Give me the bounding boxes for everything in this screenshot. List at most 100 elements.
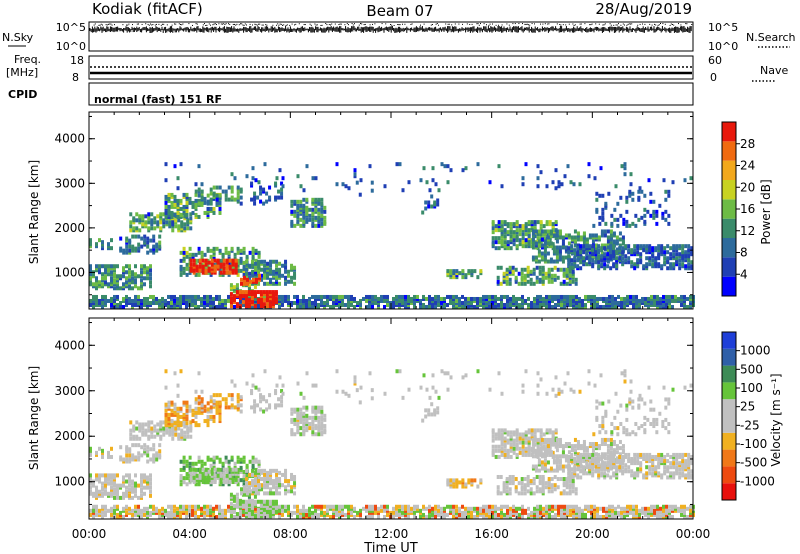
power-cell xyxy=(134,300,137,305)
velocity-cell xyxy=(520,485,524,490)
velocity-cell xyxy=(601,419,605,424)
velocity-cell xyxy=(128,510,131,515)
power-cell xyxy=(311,201,315,206)
power-cell xyxy=(434,296,437,301)
velocity-cell xyxy=(247,496,251,501)
power-cell xyxy=(281,294,284,299)
velocity-cell xyxy=(524,448,528,453)
velocity-cell xyxy=(540,454,544,459)
velocity-cell xyxy=(564,444,568,449)
power-cell xyxy=(197,201,201,206)
power-cell xyxy=(198,266,202,271)
power-cell xyxy=(491,220,495,225)
power-cell xyxy=(308,298,311,303)
power-cell xyxy=(209,294,212,299)
power-cell xyxy=(578,182,582,187)
power-cell xyxy=(335,298,338,303)
power-cell xyxy=(690,246,694,251)
power-cell xyxy=(526,269,530,274)
velocity-cell xyxy=(521,434,525,439)
velocity-cell xyxy=(263,468,267,473)
power-cell xyxy=(296,207,300,212)
velocity-cell xyxy=(558,444,562,449)
power-cell xyxy=(582,235,586,240)
power-cell xyxy=(529,271,533,276)
velocity-cell xyxy=(621,465,625,470)
power-cell xyxy=(533,234,537,239)
velocity-cell xyxy=(540,460,544,465)
power-cell xyxy=(254,273,258,278)
power-cell xyxy=(254,248,258,253)
power-cell xyxy=(258,275,261,280)
velocity-cell xyxy=(167,400,171,405)
power-cell xyxy=(581,300,584,305)
velocity-cell xyxy=(176,414,180,419)
power-cell xyxy=(644,296,647,301)
velocity-cell xyxy=(627,459,631,464)
velocity-cell xyxy=(110,489,113,494)
velocity-cell xyxy=(128,506,131,511)
velocity-cell xyxy=(573,460,577,465)
velocity-cell xyxy=(170,423,174,428)
power-cell xyxy=(281,302,284,307)
velocity-cell xyxy=(275,468,279,473)
power-cell xyxy=(302,298,305,303)
power-cell xyxy=(539,226,543,231)
velocity-cell xyxy=(601,415,605,420)
velocity-cell xyxy=(624,452,628,457)
power-cell xyxy=(500,232,504,237)
power-cell xyxy=(185,202,189,207)
velocity-cell xyxy=(147,434,151,439)
power-cell xyxy=(232,300,236,305)
power-cell xyxy=(250,302,254,307)
velocity-cell xyxy=(612,457,616,462)
power-cell xyxy=(185,204,189,209)
power-cell xyxy=(296,205,300,210)
power-cell xyxy=(179,212,183,217)
velocity-cell xyxy=(666,475,670,480)
power-cell xyxy=(638,298,641,303)
power-cell xyxy=(362,296,365,301)
velocity-cell xyxy=(648,471,652,476)
velocity-cell xyxy=(598,430,602,435)
velocity-cell xyxy=(182,414,186,419)
power-cell xyxy=(470,273,474,278)
power-cell xyxy=(89,244,92,249)
power-cell xyxy=(541,273,545,278)
power-cell xyxy=(128,280,131,285)
power-cell xyxy=(213,258,217,263)
velocity-cell xyxy=(143,443,147,448)
power-cell xyxy=(640,189,644,194)
velocity-cell xyxy=(308,426,312,431)
power-cell xyxy=(455,305,458,309)
velocity-cell xyxy=(591,442,595,447)
velocity-cell xyxy=(146,481,149,486)
velocity-cell xyxy=(293,510,296,515)
velocity-cell xyxy=(540,464,544,469)
power-cell xyxy=(597,244,601,249)
velocity-cell xyxy=(185,459,189,464)
power-cell xyxy=(128,278,131,283)
velocity-cell xyxy=(107,508,110,513)
velocity-cell xyxy=(254,510,257,515)
power-cell xyxy=(341,300,344,305)
velocity-cell xyxy=(194,467,198,472)
power-cell xyxy=(609,237,613,242)
power-cell xyxy=(353,296,356,301)
power-cell xyxy=(284,275,288,280)
power-cell xyxy=(244,302,248,307)
power-cell xyxy=(639,244,643,249)
power-cell xyxy=(588,244,592,249)
velocity-cell xyxy=(568,483,572,488)
power-cell xyxy=(194,296,197,301)
power-cell xyxy=(433,204,437,209)
velocity-cell xyxy=(618,459,622,464)
velocity-cell xyxy=(262,397,266,402)
power-cell xyxy=(155,300,158,305)
power-cell xyxy=(141,218,145,223)
power-cell xyxy=(262,298,266,303)
power-cell xyxy=(383,305,386,309)
power-cell xyxy=(515,302,518,307)
velocity-cell xyxy=(585,461,589,466)
power-cell xyxy=(239,201,243,206)
